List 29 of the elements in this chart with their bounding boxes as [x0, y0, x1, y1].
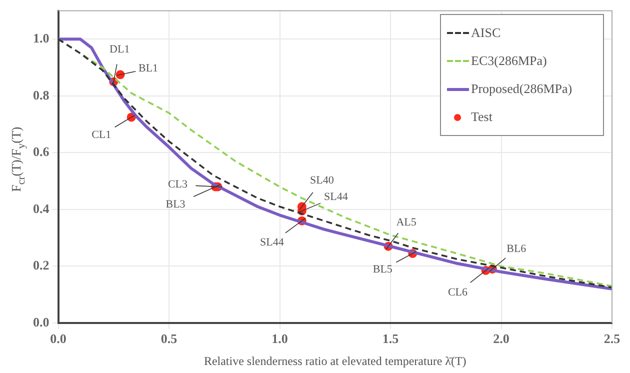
annotation: BL3	[166, 198, 186, 211]
annotation: BL1	[138, 62, 158, 75]
x-tick-label: 2.5	[604, 331, 621, 346]
y-tick-label: 1.0	[33, 30, 50, 46]
annotation: SL44	[260, 236, 284, 249]
annotation: CL6	[448, 286, 468, 298]
y-tick-label: 0.8	[33, 87, 50, 102]
legend-label: AISC	[471, 25, 501, 41]
x-tick-label: 1.5	[382, 331, 400, 346]
y-tick-label: 0.2	[33, 258, 50, 273]
x-tick-label: 0.0	[50, 331, 66, 346]
y-tick-label: 0.0	[33, 314, 50, 330]
legend-label: Proposed(286MPa)	[471, 81, 572, 97]
x-tick-label: 0.5	[160, 331, 178, 346]
y-tick-label: 0.6	[33, 144, 50, 160]
annotation: SL44	[324, 190, 348, 203]
legend-label: Test	[471, 109, 492, 125]
annotation: BL5	[372, 263, 393, 276]
annotation: AL5	[396, 216, 417, 228]
x-tick-label: 2.0	[493, 331, 510, 346]
annotation: CL3	[168, 178, 188, 191]
x-tick-label: 1.0	[272, 331, 288, 346]
annotation: SL40	[310, 174, 334, 187]
annotation: CL1	[92, 129, 112, 142]
x-axis-title: Relative slenderness ratio at elevated temperature λ̄(T)	[204, 354, 466, 368]
annotation: BL6	[506, 242, 527, 255]
legend-label: EC3(286MPa)	[471, 53, 547, 69]
annotation: DL1	[110, 44, 130, 56]
y-tick-label: 0.4	[33, 200, 50, 216]
